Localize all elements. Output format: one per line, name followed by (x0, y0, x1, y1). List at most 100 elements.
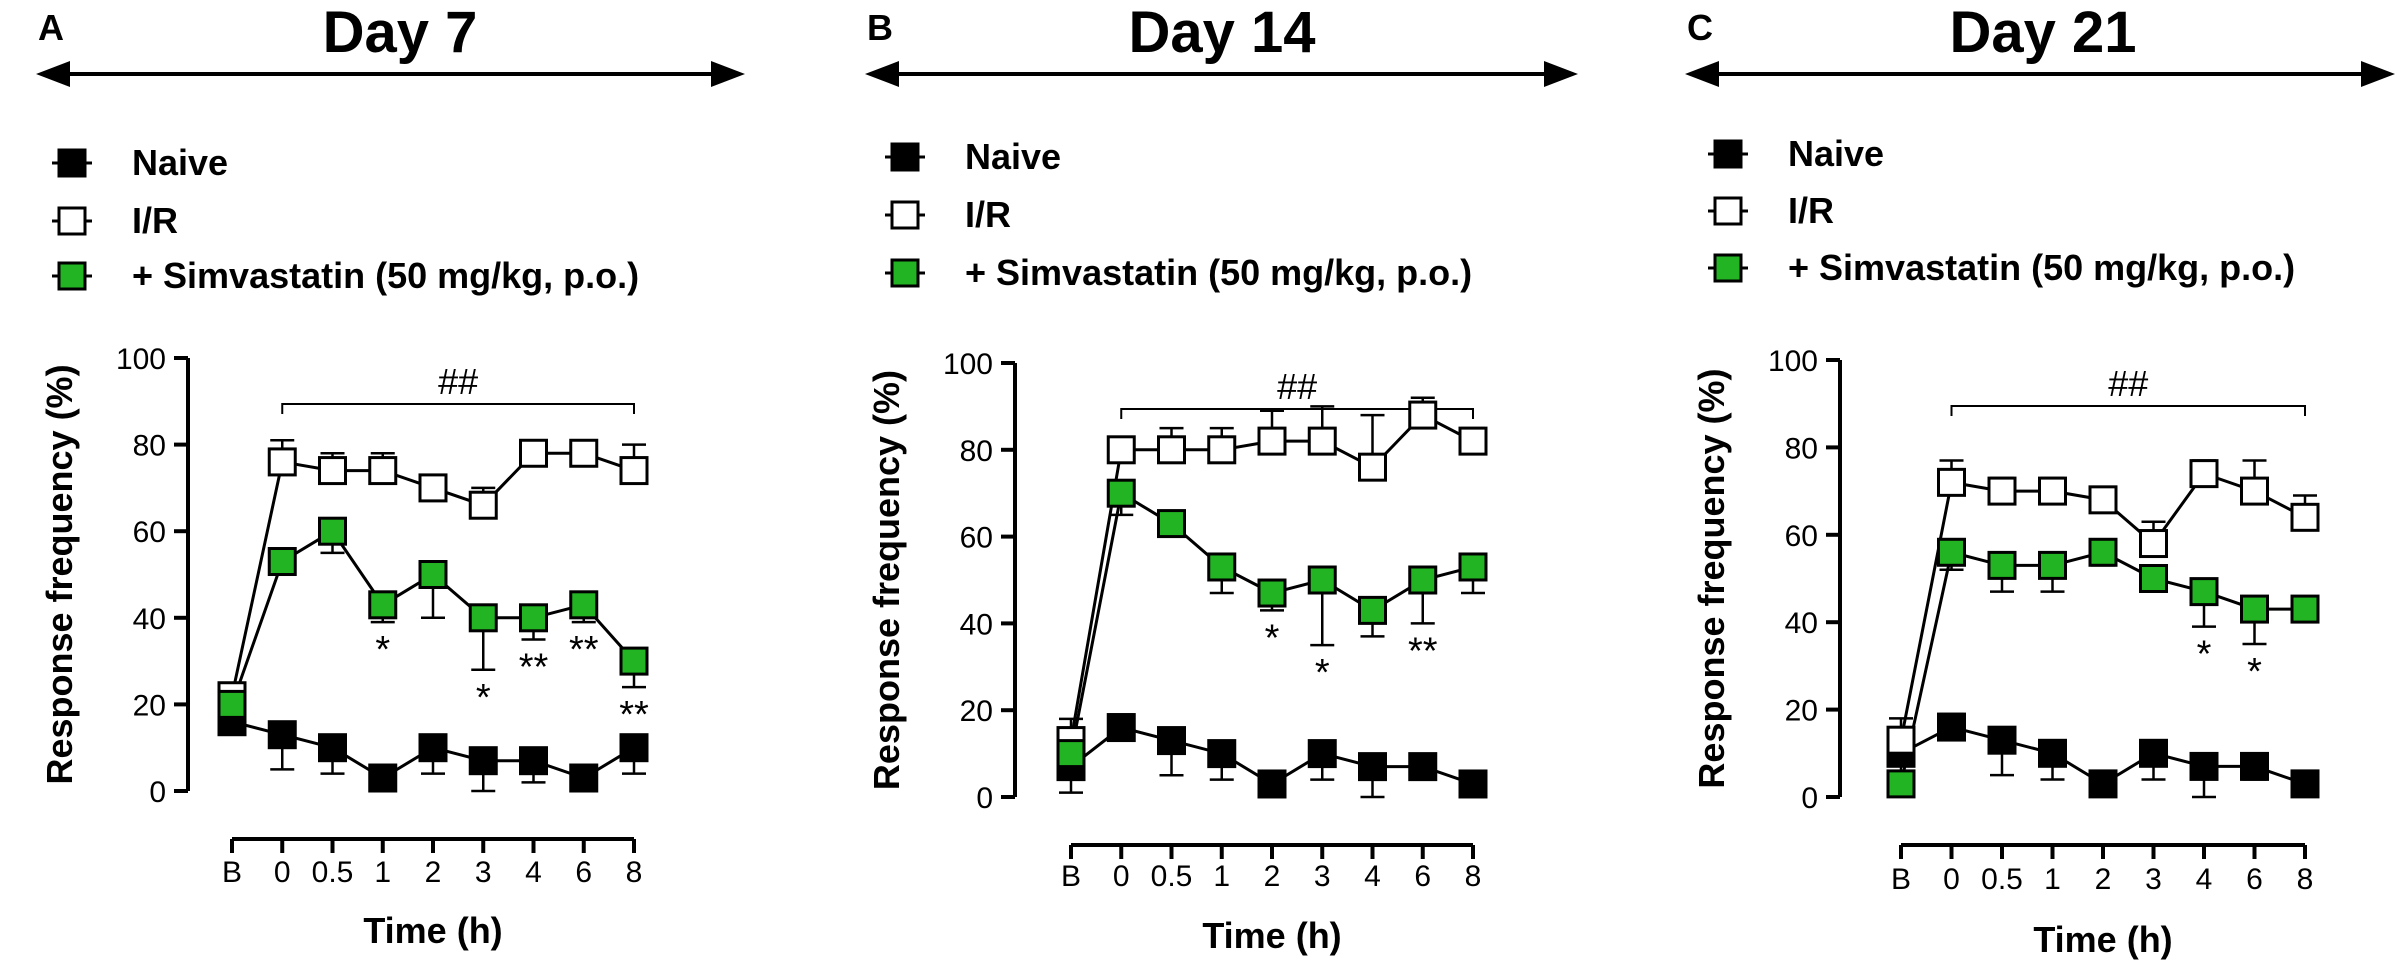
significance-label: ## (438, 361, 478, 402)
x-tick-label: 0 (1943, 863, 1960, 896)
data-point-ir (2139, 529, 2168, 559)
data-point-naive (318, 733, 347, 763)
data-point-simva (1937, 537, 1966, 567)
data-point-simva (569, 590, 599, 620)
x-axis-label: Time (h) (363, 910, 502, 951)
arrow-left-icon (865, 61, 899, 87)
significance-asterisk: ** (1408, 630, 1438, 672)
data-point-ir (318, 456, 347, 486)
data-point-simva (1106, 478, 1136, 508)
x-tick-label: 0 (274, 856, 291, 889)
data-point-ir (468, 490, 498, 520)
y-tick-label: 20 (960, 695, 993, 728)
data-point-simva (2139, 564, 2168, 593)
data-point-simva (1157, 509, 1186, 539)
x-tick-label: 0.5 (1981, 863, 2023, 896)
significance-asterisk: * (1265, 617, 1280, 659)
significance-asterisk: * (1315, 652, 1330, 694)
x-tick-label: 3 (1314, 860, 1331, 893)
legend-marker-simva (890, 258, 920, 288)
data-point-ir (2240, 476, 2269, 506)
y-axis-label: Response frequency (%) (1691, 368, 1732, 788)
arrow-left-icon (36, 61, 70, 87)
legend-label-simva: + Simvastatin (50 mg/kg, p.o.) (1788, 247, 2295, 288)
data-point-naive (2290, 769, 2320, 799)
y-tick-label: 100 (1768, 345, 1818, 378)
significance-label: ## (2108, 363, 2148, 404)
x-tick-label: 6 (1414, 860, 1431, 893)
data-point-ir (267, 447, 297, 477)
data-point-simva (1458, 552, 1488, 582)
data-point-ir (418, 473, 448, 503)
panel-b: B Day 14 Naive I/R + Simvastatin (50 mg/kg, … (865, 0, 1578, 956)
data-point-naive (519, 746, 548, 776)
panel-letter: C (1687, 7, 1713, 48)
significance-asterisk: * (2197, 634, 2212, 676)
data-point-simva (1307, 565, 1337, 595)
data-point-naive (1106, 713, 1136, 743)
data-point-ir (519, 438, 548, 468)
x-tick-label: 4 (1364, 860, 1381, 893)
data-point-ir (1886, 725, 1916, 755)
arrow-right-icon (2361, 61, 2395, 87)
legend-label-naive: Naive (965, 136, 1061, 177)
data-point-simva (418, 560, 448, 589)
significance-asterisk: ** (619, 694, 649, 736)
data-point-simva (2290, 594, 2320, 624)
y-tick-label: 40 (960, 608, 993, 641)
data-point-ir (1157, 435, 1186, 465)
data-point-naive (1458, 769, 1488, 799)
y-tick-label: 80 (960, 435, 993, 468)
data-point-simva (2038, 550, 2067, 580)
data-point-ir (2290, 502, 2320, 532)
legend-label-ir: I/R (965, 194, 1011, 235)
significance-bracket (1950, 405, 2306, 416)
panel-a: A Day 7 Naive I/R + Simvastatin (50 mg/kg, p… (36, 0, 745, 951)
y-axis-label: Response frequency (%) (39, 364, 80, 784)
y-tick-label: 60 (960, 522, 993, 555)
data-point-simva (1987, 550, 2017, 580)
legend-label-simva: + Simvastatin (50 mg/kg, p.o.) (132, 255, 639, 296)
panel-title: Day 7 (323, 0, 478, 65)
x-tick-label: 0 (1113, 860, 1130, 893)
significance-label: ## (1277, 366, 1317, 407)
arrow-right-icon (711, 61, 745, 87)
data-point-simva (468, 603, 498, 633)
legend-label-ir: I/R (1788, 190, 1834, 231)
legend-marker-ir (57, 206, 87, 236)
data-point-simva (2189, 577, 2219, 607)
legend-marker-simva (1713, 253, 1743, 283)
data-point-naive (619, 733, 649, 763)
legend-marker-naive (1713, 139, 1743, 169)
data-point-simva (267, 547, 297, 577)
y-tick-label: 100 (116, 343, 166, 376)
y-tick-label: 20 (1785, 695, 1818, 728)
y-tick-label: 40 (1785, 607, 1818, 640)
legend-marker-naive (57, 148, 87, 178)
y-tick-label: 0 (1801, 782, 1818, 815)
x-axis-label: Time (h) (2033, 919, 2172, 960)
x-tick-label: 8 (626, 856, 643, 889)
panel-letter: B (867, 7, 893, 48)
x-tick-label: 8 (2297, 863, 2314, 896)
significance-asterisk: * (2247, 651, 2262, 693)
data-point-naive (1408, 752, 1438, 782)
data-point-ir (569, 438, 599, 468)
x-tick-label: 3 (2145, 863, 2162, 896)
x-tick-label: 2 (425, 856, 442, 889)
x-tick-label: 1 (374, 856, 391, 889)
arrow-left-icon (1685, 61, 1719, 87)
data-point-simva (1358, 595, 1387, 625)
x-tick-label: 1 (1213, 860, 1230, 893)
data-point-naive (1257, 769, 1287, 799)
y-axis-label: Response frequency (%) (866, 370, 907, 790)
data-point-simva (2088, 537, 2118, 567)
data-point-simva (1207, 552, 1237, 582)
data-point-ir (1307, 426, 1337, 456)
data-point-naive (1307, 739, 1337, 769)
data-point-ir (1358, 452, 1387, 482)
y-tick-label: 100 (943, 348, 993, 381)
y-tick-label: 40 (133, 603, 166, 636)
data-point-naive (1358, 752, 1387, 782)
